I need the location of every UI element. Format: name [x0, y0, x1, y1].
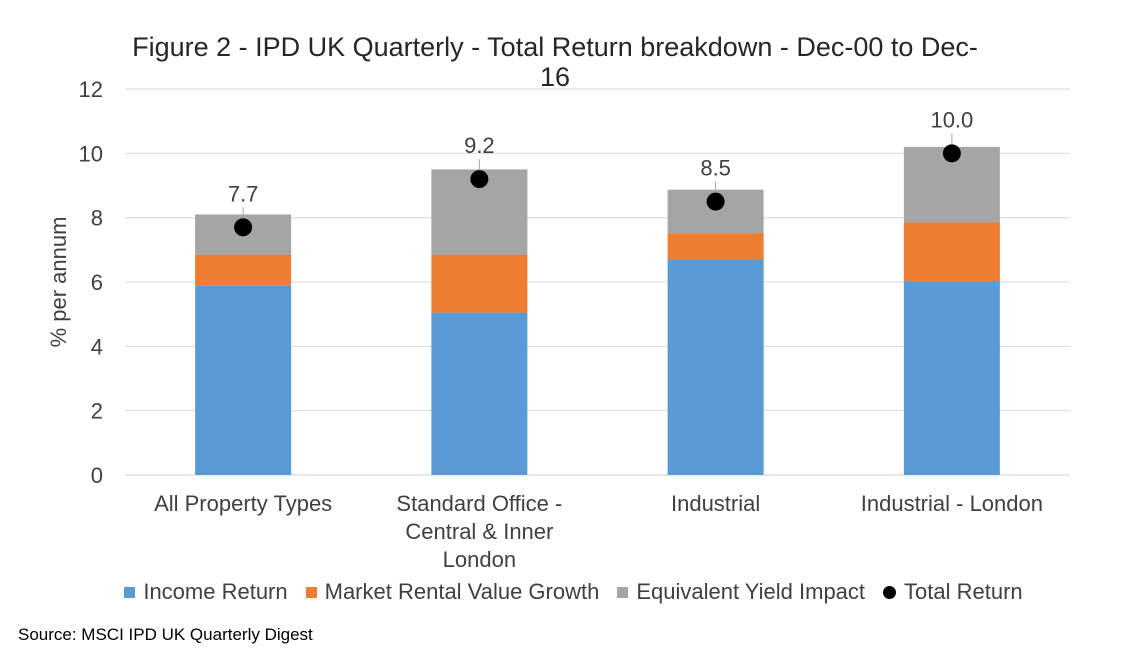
legend-label: Total Return	[904, 579, 1023, 604]
data-label: 7.7	[228, 181, 259, 206]
x-tick-label: London	[443, 547, 516, 572]
chart-svg: 0 2 4 6 8 10 12 % per annum All Property Types 7.…	[46, 77, 1070, 572]
y-tick-label: 0	[91, 463, 103, 488]
legend-item: Total Return	[883, 579, 1023, 605]
bar-segment	[667, 233, 764, 260]
x-tick-label: Industrial - London	[861, 491, 1043, 516]
total-return-point	[706, 192, 725, 211]
x-tick-label: Industrial	[671, 491, 760, 516]
bar-segment	[903, 222, 1000, 282]
legend-swatch	[617, 586, 629, 598]
legend-item: Market Rental Value Growth	[305, 579, 600, 605]
x-tick-label: Standard Office -	[396, 491, 562, 516]
legend-label: Equivalent Yield Impact	[636, 579, 866, 604]
y-tick-label: 6	[91, 270, 103, 295]
x-tick-label: Central & Inner	[405, 519, 553, 544]
bar-segment	[667, 259, 764, 475]
legend-item: Income Return	[124, 579, 288, 605]
legend-marker-dot	[883, 585, 897, 599]
bar-segment	[195, 285, 292, 475]
x-tick-label: All Property Types	[154, 491, 332, 516]
total-return-point	[942, 144, 961, 163]
bar-segment	[431, 312, 528, 475]
chart-legend: Income Return Market Rental Value Growth E…	[0, 579, 1147, 605]
legend-swatch	[305, 586, 317, 598]
legend-label: Market Rental Value Growth	[324, 579, 600, 604]
total-return-point	[470, 170, 489, 189]
data-label: 9.2	[464, 133, 495, 158]
y-tick-label: 12	[79, 77, 103, 102]
chart-area: 0 2 4 6 8 10 12 % per annum All Property Types 7.…	[46, 32, 1070, 572]
bar-segment	[195, 254, 292, 286]
bar-segment	[903, 282, 1000, 475]
chart-title: Figure 2 - IPD UK Quarterly - Total Retu…	[132, 32, 978, 92]
source-note: Source: MSCI IPD UK Quarterly Digest	[18, 625, 313, 644]
total-return-point	[234, 218, 253, 237]
y-tick-label: 2	[91, 399, 103, 424]
bar-segment	[431, 254, 528, 313]
data-label: 10.0	[930, 107, 973, 132]
y-axis-label: % per annum	[46, 217, 71, 348]
legend-swatch	[124, 586, 136, 598]
y-tick-label: 10	[79, 141, 103, 166]
y-tick-label: 8	[91, 206, 103, 231]
data-label: 8.5	[700, 156, 731, 181]
y-tick-label: 4	[91, 334, 103, 359]
legend-label: Income Return	[143, 579, 288, 604]
legend-item: Equivalent Yield Impact	[617, 579, 865, 605]
